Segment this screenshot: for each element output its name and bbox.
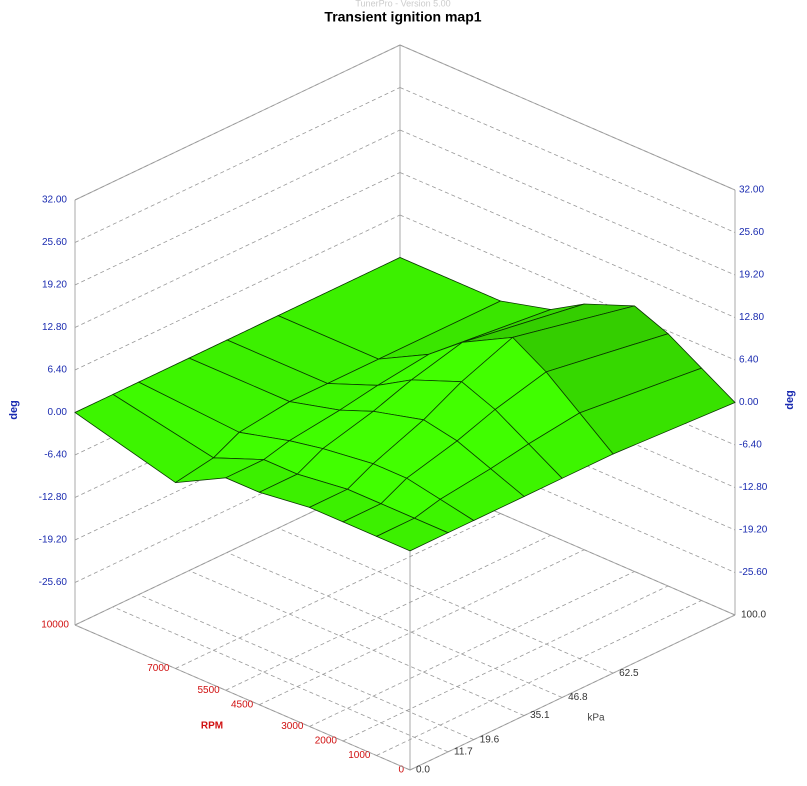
z-tick-label-left: 25.60 — [42, 237, 67, 248]
z-tick-label-left: 6.40 — [48, 365, 68, 376]
x-tick-label: 2000 — [315, 736, 338, 747]
grid-line — [112, 606, 449, 753]
wall-edge — [74, 44, 401, 201]
z-tick-label-right: 25.60 — [739, 227, 764, 238]
x-tick-label: 3000 — [281, 721, 304, 732]
x-tick-label: 0 — [398, 765, 404, 776]
floor-edge — [409, 614, 736, 771]
grid-line — [225, 534, 551, 691]
chart-title: Transient ignition map1 — [324, 9, 481, 25]
x-tick-label: 5500 — [198, 685, 221, 696]
grid-line — [399, 44, 736, 191]
grid-line — [342, 585, 669, 742]
z-tick-label-right: -25.60 — [739, 567, 768, 578]
grid-line — [309, 571, 635, 727]
grid-line — [277, 527, 614, 674]
grid-line — [138, 594, 474, 740]
grid-line — [74, 129, 401, 286]
y-axis-label: kPa — [587, 713, 605, 724]
grid-line — [259, 549, 585, 706]
x-tick-label: 1000 — [348, 750, 371, 761]
z-tick-label-left: 12.80 — [42, 322, 67, 333]
z-tick-label-right: -6.40 — [739, 440, 762, 451]
y-tick-label: 11.7 — [454, 747, 473, 758]
z-tick-label-left: 0.00 — [48, 407, 68, 418]
z-tick-label-left: -19.20 — [39, 535, 68, 546]
z-tick-label-right: 32.00 — [739, 185, 764, 196]
z-tick-label-right: 6.40 — [739, 355, 759, 366]
grid-line — [399, 427, 736, 573]
grid-line — [376, 600, 702, 756]
z-tick-label-right: -19.20 — [739, 525, 768, 536]
grid-line — [74, 87, 401, 243]
surface-patch — [375, 517, 449, 552]
z-tick-label-left: -12.80 — [39, 492, 68, 503]
y-tick-label: 46.8 — [568, 692, 588, 703]
grid-line — [399, 172, 736, 318]
y-tick-label: 62.5 — [619, 668, 639, 679]
z-tick-label-right: -12.80 — [739, 482, 768, 493]
grid-line — [175, 513, 501, 669]
app-header: TunerPro - Version 5.00 — [355, 0, 450, 8]
z-axis-label-right: deg — [784, 390, 796, 410]
y-tick-label: 19.6 — [480, 734, 500, 745]
x-axis-label: RPM — [201, 721, 223, 732]
z-axis-label-left: deg — [8, 400, 20, 420]
z-tick-label-left: -6.40 — [44, 450, 67, 461]
z-tick-label-right: 12.80 — [739, 312, 764, 323]
grid-line — [74, 624, 411, 771]
y-tick-label: 0.0 — [416, 765, 430, 776]
grid-line — [226, 552, 563, 698]
grid-line — [399, 87, 736, 233]
y-tick-label: 35.1 — [530, 710, 550, 721]
grid-line — [399, 129, 736, 276]
z-tick-label-left: 32.00 — [42, 195, 67, 206]
z-tick-label-right: 0.00 — [739, 397, 759, 408]
grid-line — [188, 570, 525, 716]
x-tick-label: 7000 — [147, 663, 170, 674]
x-tick-label: 4500 — [231, 699, 254, 710]
y-tick-label: 100.0 — [741, 610, 766, 621]
grid-line — [399, 214, 736, 361]
z-tick-label-left: -25.60 — [39, 577, 68, 588]
z-tick-label-right: 19.20 — [739, 270, 764, 281]
z-tick-label-left: 19.20 — [42, 280, 67, 291]
x-tick-label: 10000 — [41, 620, 69, 631]
